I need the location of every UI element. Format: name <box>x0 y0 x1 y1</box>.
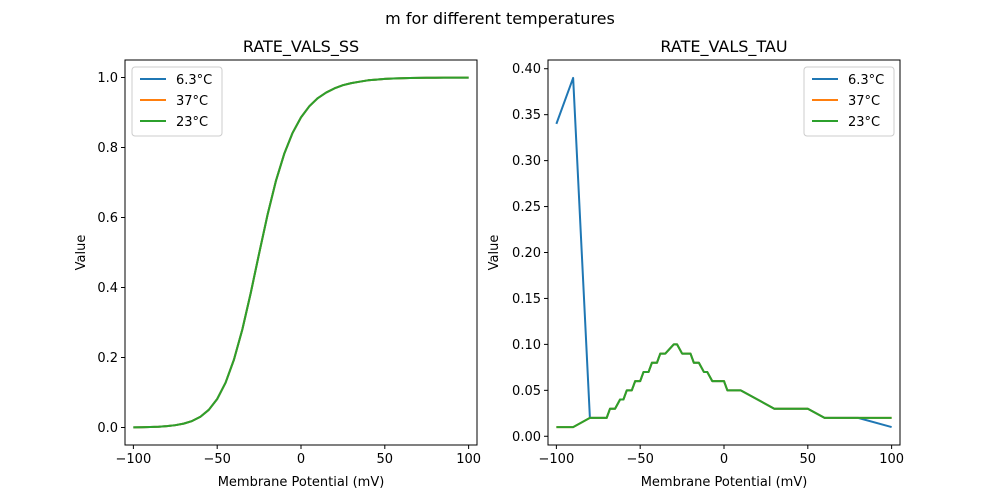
panel-tau-ylabel: Value <box>487 235 502 271</box>
panel-tau-xtick-label: −50 <box>626 452 653 467</box>
panel-ss-xtick-label: 50 <box>377 452 394 467</box>
panel-ss-legend: 6.3°C 37°C 23°C <box>131 66 223 137</box>
panel-tau-legend-label: 6.3°C <box>848 73 884 88</box>
panel-tau-xtick-label: 100 <box>879 452 904 467</box>
panel-ss-ytick-label: 0.6 <box>97 211 118 226</box>
panel-tau-ticks: −100 −50 0 50 100 0.00 0.05 0.10 0.15 0.20 0.25 0.3… <box>512 62 904 467</box>
panel-ss-legend-label: 6.3°C <box>176 73 212 88</box>
panel-ss-ytick-label: 1.0 <box>97 71 118 86</box>
panel-tau-legend-label: 23°C <box>848 115 880 130</box>
panel-tau: RATE_VALS_TAU −100 −50 0 50 100 0.00 0.05 0.10 0… <box>487 37 904 490</box>
panel-ss-series-line-3 <box>133 76 469 429</box>
panel-tau-xtick-label: 0 <box>720 452 728 467</box>
panel-tau-title: RATE_VALS_TAU <box>660 37 787 57</box>
panel-tau-ytick-label: 0.20 <box>512 246 541 261</box>
panel-tau-ytick-label: 0.00 <box>512 430 541 445</box>
panel-ss-ytick-label: 0.8 <box>97 141 118 156</box>
panel-tau-ytick-label: 0.40 <box>512 62 541 77</box>
panel-ss-legend-label: 37°C <box>176 94 208 109</box>
panel-ss-legend-frame <box>131 66 223 137</box>
panel-tau-xtick-label: 50 <box>800 452 817 467</box>
panel-ss-xtick-label: −50 <box>203 452 230 467</box>
panel-tau-axes-frame <box>547 59 901 446</box>
panel-tau-ytick-label: 0.05 <box>512 384 541 399</box>
panel-tau-legend-frame <box>803 66 895 137</box>
panel-tau-legend: 6.3°C 37°C 23°C <box>803 66 895 137</box>
figure-suptitle: m for different temperatures <box>385 9 615 28</box>
panel-ss-ytick-label: 0.0 <box>97 421 118 436</box>
panel-ss-axes-frame <box>124 59 478 446</box>
panel-tau-lines <box>555 76 892 429</box>
panel-ss-lines <box>133 76 469 429</box>
panel-ss-xtick-label: 0 <box>297 452 305 467</box>
panel-tau-ytick-label: 0.35 <box>512 108 541 123</box>
panel-tau-legend-label: 37°C <box>848 94 880 109</box>
panel-ss-ytick-label: 0.4 <box>97 281 118 296</box>
panel-ss-xtick-label: −100 <box>116 452 152 467</box>
panel-tau-xlabel: Membrane Potential (mV) <box>641 475 808 490</box>
panel-tau-ytick-label: 0.30 <box>512 154 541 169</box>
panel-tau-series-line-3 <box>556 343 892 429</box>
panel-ss-xlabel: Membrane Potential (mV) <box>218 475 385 490</box>
panel-ss-title: RATE_VALS_SS <box>243 37 359 57</box>
panel-tau-ytick-label: 0.15 <box>512 292 541 307</box>
panel-ss-ylabel: Value <box>74 235 89 271</box>
panel-ss-ticks: −100 −50 0 50 100 0.0 0.2 0.4 0.6 0.8 1.0 <box>97 71 481 467</box>
panel-tau-ytick-label: 0.25 <box>512 200 541 215</box>
panel-tau-ytick-label: 0.10 <box>512 338 541 353</box>
panel-tau-xtick-label: −100 <box>539 452 575 467</box>
panel-ss-ytick-label: 0.2 <box>97 351 118 366</box>
panel-ss-legend-label: 23°C <box>176 115 208 130</box>
panel-ss: RATE_VALS_SS −100 −50 0 50 100 0.0 0.2 0.4 0.6 0.… <box>74 37 481 490</box>
panel-ss-xtick-label: 100 <box>456 452 481 467</box>
